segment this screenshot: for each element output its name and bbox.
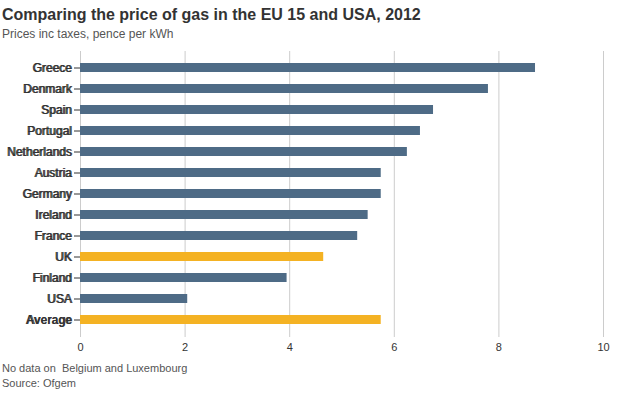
svg-text:UK: UK	[56, 250, 73, 264]
svg-text:Netherlands: Netherlands	[7, 145, 72, 159]
svg-text:Germany: Germany	[22, 187, 71, 201]
svg-text:Finland: Finland	[33, 271, 72, 285]
svg-text:USA: USA	[47, 292, 72, 306]
svg-text:Ireland: Ireland	[35, 208, 72, 222]
svg-text:8: 8	[496, 341, 502, 353]
html-text:Prices inc taxes, pence per kW: Prices inc taxes, pence per kWh	[2, 27, 174, 41]
svg-text:Denmark: Denmark	[23, 82, 73, 96]
svg-text:10: 10	[597, 341, 609, 353]
svg-text:Netherlands: Netherlands	[8, 145, 73, 159]
svg-text:Ireland: Ireland	[36, 208, 73, 222]
svg-text:Spain: Spain	[41, 103, 72, 117]
svg-text:USA: USA	[48, 292, 73, 306]
svg-text:Portugal: Portugal	[28, 124, 73, 138]
svg-text:4: 4	[287, 341, 293, 353]
svg-text:Average: Average	[26, 313, 73, 327]
svg-text:6: 6	[391, 341, 397, 353]
svg-text:0: 0	[77, 341, 83, 353]
svg-text:Germany: Germany	[23, 187, 72, 201]
svg-text:2: 2	[182, 341, 188, 353]
svg-text:Greece: Greece	[33, 61, 73, 75]
svg-text:France: France	[34, 229, 72, 243]
svg-text:UK: UK	[55, 250, 72, 264]
svg-text:France: France	[35, 229, 73, 243]
html-text:Source: Ofgem: Source: Ofgem	[2, 377, 76, 389]
svg-text:Portugal: Portugal	[27, 124, 72, 138]
html-text:No data on Belgium and Luxembo: No data on Belgium and Luxembourg	[2, 362, 188, 374]
svg-text:Finland: Finland	[32, 271, 71, 285]
svg-text:Austria: Austria	[35, 166, 73, 180]
svg-text:Denmark: Denmark	[24, 82, 74, 96]
svg-text:Spain: Spain	[42, 103, 73, 117]
svg-text:Greece: Greece	[32, 61, 72, 75]
html-text:Comparing the price of gas in: Comparing the price of gas in the EU 15 …	[2, 6, 421, 23]
svg-text:Austria: Austria	[34, 166, 72, 180]
